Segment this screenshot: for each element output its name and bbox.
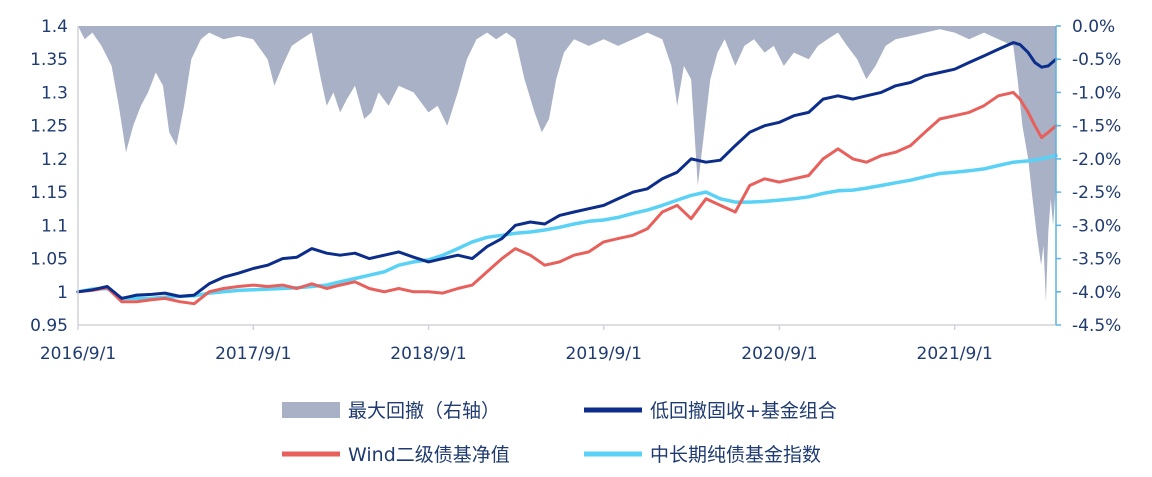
lines-layer xyxy=(76,41,1058,306)
right-tick-label: -4.0% xyxy=(1072,283,1121,303)
x-tick-label: 2021/9/1 xyxy=(917,344,993,364)
x-tick-label: 2020/9/1 xyxy=(741,344,817,364)
legend-label: 中长期纯债基金指数 xyxy=(650,444,821,466)
left-tick-label: 1.4 xyxy=(41,17,68,37)
right-tick-label: -2.0% xyxy=(1072,150,1121,170)
left-tick-label: 1 xyxy=(57,283,68,303)
legend-item-low-drawdown: 低回撤固收+基金组合 xyxy=(584,400,837,422)
legend-label: 低回撤固收+基金组合 xyxy=(650,400,837,422)
left-tick-label: 1.15 xyxy=(30,183,68,203)
left-tick-label: 0.95 xyxy=(30,316,68,336)
legend-item-bond-index: 中长期纯债基金指数 xyxy=(584,444,821,466)
left-tick-label: 1.2 xyxy=(41,150,68,170)
axes-layer: 0.95 1 1.05 1.1 1.15 1.2 1.25 1.3 1.35 1.4 -4.5% -4… xyxy=(30,17,1121,364)
legend-layer: 最大回撤（右轴） 低回撤固收+基金组合 Wind二级债基净值 中长期纯债基金指数 xyxy=(282,400,837,466)
drawdown-layer xyxy=(78,26,1056,302)
legend-item-drawdown: 最大回撤（右轴） xyxy=(282,400,500,422)
right-tick-label: -1.5% xyxy=(1072,117,1121,137)
legend-swatch-area xyxy=(282,402,340,418)
right-tick-label: -2.5% xyxy=(1072,183,1121,203)
x-tick-label: 2017/9/1 xyxy=(215,344,291,364)
series-drawdown-area xyxy=(78,26,1056,302)
left-tick-label: 1.1 xyxy=(41,216,68,236)
x-tick-label: 2018/9/1 xyxy=(390,344,466,364)
series-low-drawdown-line xyxy=(76,41,1058,300)
x-tick-label: 2019/9/1 xyxy=(566,344,642,364)
right-tick-label: -0.5% xyxy=(1072,50,1121,70)
right-tick-label: -3.5% xyxy=(1072,250,1121,270)
left-tick-label: 1.3 xyxy=(41,83,68,103)
legend-label: 最大回撤（右轴） xyxy=(348,400,500,422)
left-tick-label: 1.05 xyxy=(30,250,68,270)
right-tick-label: -1.0% xyxy=(1072,83,1121,103)
legend-label: Wind二级债基净值 xyxy=(348,444,510,466)
legend-item-wind-bond: Wind二级债基净值 xyxy=(282,444,510,466)
left-tick-label: 1.25 xyxy=(30,117,68,137)
right-tick-label: -3.0% xyxy=(1072,216,1121,236)
x-tick-label: 2016/9/1 xyxy=(40,344,116,364)
right-tick-label: 0.0% xyxy=(1072,17,1115,37)
left-tick-label: 1.35 xyxy=(30,50,68,70)
series-bond-index-line xyxy=(76,153,1058,301)
series-wind-bond-line xyxy=(76,90,1058,306)
right-tick-label: -4.5% xyxy=(1072,316,1121,336)
